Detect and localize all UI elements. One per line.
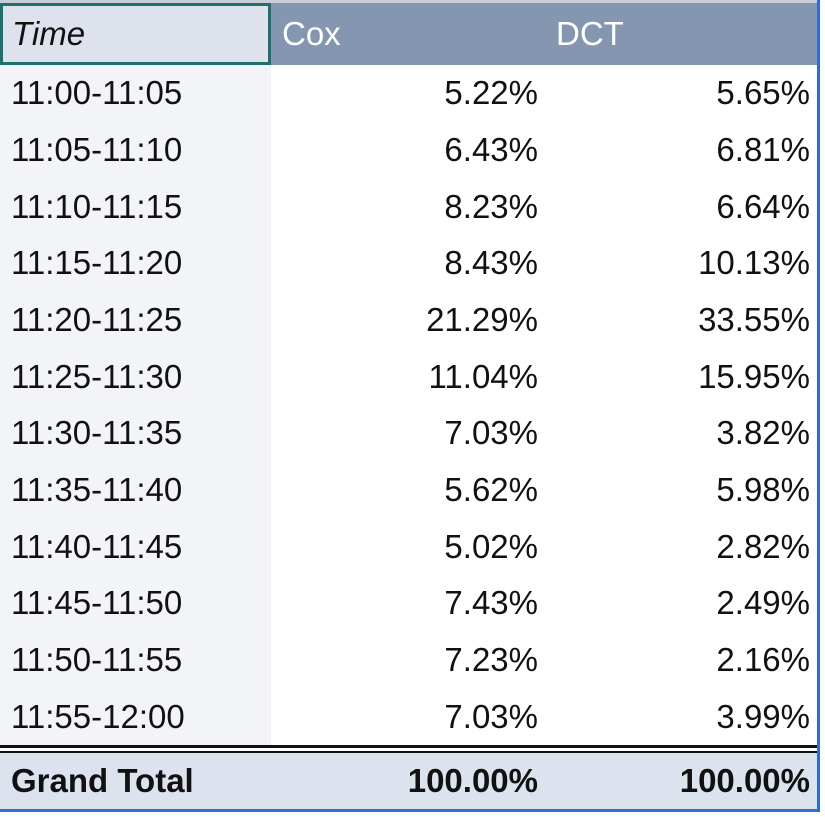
value-cell[interactable]: 3.82% xyxy=(547,405,818,462)
value-cell[interactable]: 5.02% xyxy=(271,518,547,575)
value-cell[interactable]: 5.98% xyxy=(547,461,818,519)
value-cell[interactable]: 6.81% xyxy=(547,121,818,179)
row-label[interactable]: 11:15-11:20 xyxy=(0,235,271,292)
row-label[interactable]: 11:30-11:35 xyxy=(0,405,271,462)
row-label[interactable]: 11:40-11:45 xyxy=(0,518,271,575)
value-cell[interactable]: 8.23% xyxy=(271,178,547,235)
row-label[interactable]: 11:45-11:50 xyxy=(0,575,271,632)
header-cell[interactable]: DCT xyxy=(547,3,818,65)
total-cell[interactable]: 100.00% xyxy=(547,753,818,809)
row-label[interactable]: 11:20-11:25 xyxy=(0,291,271,349)
value-cell[interactable]: 33.55% xyxy=(547,291,818,349)
value-cell[interactable]: 7.23% xyxy=(271,631,547,689)
row-label[interactable]: 11:55-12:00 xyxy=(0,688,271,745)
value-cell[interactable]: 8.43% xyxy=(271,235,547,292)
value-cell[interactable]: 7.43% xyxy=(271,575,547,632)
header-cell[interactable]: Time xyxy=(0,3,271,65)
value-cell[interactable]: 10.13% xyxy=(547,235,818,292)
value-cell[interactable]: 7.03% xyxy=(271,405,547,462)
total-cell[interactable]: 100.00% xyxy=(271,753,547,809)
value-cell[interactable]: 5.65% xyxy=(547,65,818,122)
value-cell[interactable]: 2.16% xyxy=(547,631,818,689)
value-cell[interactable]: 6.64% xyxy=(547,178,818,235)
row-label[interactable]: 11:00-11:05 xyxy=(0,65,271,122)
value-cell[interactable]: 11.04% xyxy=(271,348,547,405)
value-cell[interactable]: 5.62% xyxy=(271,461,547,519)
total-cell[interactable]: Grand Total xyxy=(0,753,271,809)
row-label[interactable]: 11:35-11:40 xyxy=(0,461,271,519)
row-label[interactable]: 11:05-11:10 xyxy=(0,121,271,179)
value-cell[interactable]: 21.29% xyxy=(271,291,547,349)
row-label[interactable]: 11:10-11:15 xyxy=(0,178,271,235)
value-cell[interactable]: 15.95% xyxy=(547,348,818,405)
value-cell[interactable]: 2.49% xyxy=(547,575,818,632)
row-label[interactable]: 11:50-11:55 xyxy=(0,631,271,689)
selection-border xyxy=(817,0,820,812)
value-cell[interactable]: 6.43% xyxy=(271,121,547,179)
top-border xyxy=(0,0,820,3)
selection-border xyxy=(0,809,820,812)
header-cell[interactable]: Cox xyxy=(271,3,547,65)
value-cell[interactable]: 3.99% xyxy=(547,688,818,745)
row-label[interactable]: 11:25-11:30 xyxy=(0,348,271,405)
value-cell[interactable]: 2.82% xyxy=(547,518,818,575)
total-separator xyxy=(0,745,818,753)
value-cell[interactable]: 7.03% xyxy=(271,688,547,745)
value-cell[interactable]: 5.22% xyxy=(271,65,547,122)
